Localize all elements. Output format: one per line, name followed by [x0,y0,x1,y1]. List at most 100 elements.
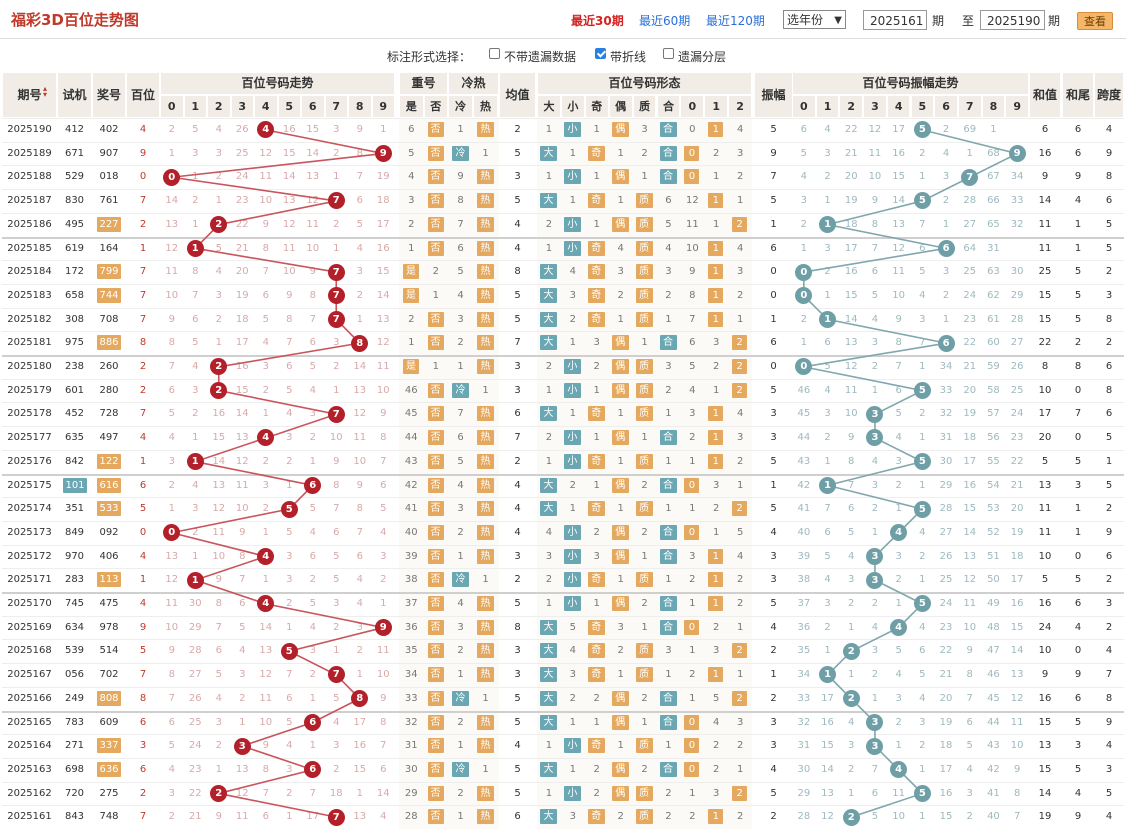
cell-amp: 6 [770,242,777,254]
cell-repeat-miss: 36 [404,621,418,633]
cell-form-flag: 偶 [611,761,629,777]
cell-amp-miss: 42 [797,479,811,491]
cell-repeat-miss: 5 [408,147,415,159]
cell-amp: 5 [770,787,777,799]
cell-miss: 1 [262,408,269,420]
cell-amp-miss: 14 [963,526,977,538]
cell-miss: 9 [356,479,363,491]
cell-form-flag: 大 [540,193,557,209]
cell-span: 2 [1105,503,1113,515]
cell-miss: 8 [356,147,363,159]
amp-ball: 3 [866,713,884,731]
cell-issue: 2025178 [7,408,52,420]
cell-miss: 1 [309,455,316,467]
cell-issue: 2025184 [7,266,52,278]
cell-hundred: 2 [139,384,147,396]
cell-amp-miss: 2 [895,716,902,728]
cell-amp-miss: 4 [895,669,902,681]
cell-repeat-flag: 否 [427,785,444,801]
cell-sum: 19 [1038,811,1052,823]
cell-amp-miss: 11 [892,266,905,278]
link-recent-60[interactable]: 最近60期 [639,14,691,28]
cell-prize: 475 [99,598,119,609]
year-select[interactable]: 选年份 ▼ [783,10,846,29]
cell-miss: 8 [262,242,269,254]
cell-repeat-miss: 38 [404,574,418,586]
cell-sum: 16 [1038,147,1052,159]
trend-ball: 9 [374,145,392,163]
cell-tail: 4 [1074,621,1082,633]
cell-form-flag: 质 [635,572,653,588]
cell-trial: 635 [64,432,85,444]
cell-amp-miss: 1 [824,645,831,657]
cell-issue: 2025173 [7,526,52,538]
from-issue-input[interactable]: 2025161 [863,10,927,30]
cell-amp-miss: 43 [987,740,1000,752]
query-button[interactable]: 查看 [1077,12,1113,30]
cell-hundred: 1 [139,574,147,586]
cell-repeat-miss: 44 [404,432,418,444]
cell-miss: 14 [306,147,320,159]
cell-avg: 5 [514,598,521,609]
cell-form-miss: 5 [665,218,672,230]
cell-form-miss: 2 [689,669,696,681]
link-recent-30[interactable]: 最近30期 [571,14,624,28]
cell-form-flag: 奇 [587,619,605,635]
link-recent-120[interactable]: 最近120期 [706,14,765,28]
cell-form-miss: 1 [736,313,744,325]
header-prize: 奖号 [92,72,126,118]
cell-form-miss: 1 [569,147,577,159]
cell-form-miss: 4 [736,124,744,135]
amp-ball: 3 [866,737,884,755]
cell-amp-miss: 3 [848,574,855,586]
cell-amp-miss: 63 [987,266,1000,278]
cell-miss: 9 [168,645,175,657]
row-divider [2,734,1124,736]
cell-hundred: 7 [139,313,147,325]
cell-amp-miss: 1 [871,692,879,704]
cell-miss: 14 [282,171,296,183]
cell-miss: 18 [235,313,249,325]
cell-miss: 8 [262,763,269,775]
cell-miss: 30 [188,598,202,609]
to-issue-input[interactable]: 2025190 [980,10,1045,30]
cell-prize-highlight: 636 [97,761,121,777]
cell-issue: 2025186 [7,218,52,230]
row-divider [2,544,1124,546]
cell-sum: 5 [1041,455,1049,467]
cell-form-flag: 小 [563,453,581,469]
cell-amp-miss: 50 [987,574,1000,586]
cell-amp-miss: 2 [919,550,926,562]
cell-amp-miss: 40 [987,811,1000,823]
cell-repeat-miss: 3 [408,195,415,207]
cell-form-miss: 1 [641,432,648,444]
cell-prize: 280 [99,384,119,396]
cell-amp-miss: 1 [966,147,973,159]
cell-hotcold-miss: 3 [457,313,464,325]
cell-miss: 14 [376,787,390,799]
cell-hotcold-miss: 4 [457,289,464,301]
cell-amp-miss: 17 [844,242,858,254]
cell-prize: 761 [99,195,119,207]
cell-sum: 11 [1038,526,1052,538]
cell-form-miss: 1 [736,669,744,681]
checkbox-miss-layer[interactable] [663,48,674,59]
cell-span: 6 [1105,550,1113,562]
cell-miss: 8 [215,598,222,609]
cell-amp-miss: 45 [797,408,811,420]
trend-ball: 8 [351,334,369,352]
cell-amp-miss: 9 [871,195,879,207]
cell-form-miss: 1 [736,195,744,207]
cell-sum: 17 [1038,408,1052,420]
cell-hot-flag: 热 [477,193,494,209]
trend-ball: 1 [186,453,204,471]
checkbox-no-miss[interactable] [489,48,500,59]
cell-amp-miss: 2 [871,598,879,609]
cell-amp-miss [1005,118,1029,142]
checkbox-polyline[interactable] [595,48,606,59]
cell-tail: 6 [1074,598,1082,609]
amp-ball: 7 [961,168,979,186]
cell-amp-miss: 3 [871,337,879,349]
cell-amp-miss: 1 [824,289,831,301]
cell-miss: 4 [215,692,222,704]
